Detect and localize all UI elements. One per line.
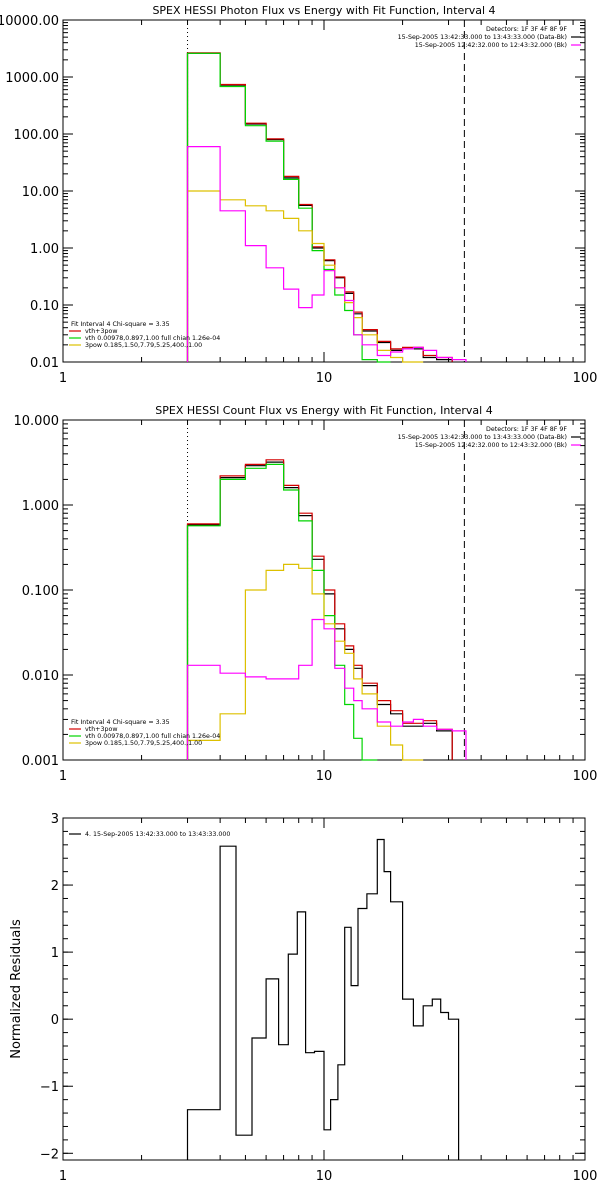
y-tick-label: 2 [51, 879, 59, 894]
y-tick-label: 0.010 [22, 669, 59, 684]
chart-residuals: 1 10 100 −2 −1 0 1 2 3 Normalized Residuals 4. 15-… [9, 812, 597, 1184]
series-data-bk-line [186, 461, 453, 760]
series-3pow-line [186, 563, 424, 761]
x-tick-label: 10 [316, 769, 333, 784]
y-tick-label: 1 [51, 946, 59, 961]
plot-frame [62, 19, 586, 363]
x-tick-label: 100 [573, 769, 598, 784]
y-tick-label: 10.000 [14, 414, 60, 429]
x-tick-label: 1 [59, 769, 67, 784]
y-tick-label: 0.10 [30, 299, 59, 314]
y-tick-label: 1000.00 [5, 71, 59, 86]
series-data-bk-line [186, 52, 453, 362]
x-tick-label: 1 [59, 1169, 67, 1184]
legend-entry: 3pow 0.185,1.50,7.79,5.25,400.,1.00 [85, 740, 202, 747]
info-line: Detectors: 1F 3F 4F 8F 9F [486, 426, 567, 433]
legend-entry: 3pow 0.185,1.50,7.79,5.25,400.,1.00 [85, 342, 202, 349]
y-tick-label: 10.00 [22, 185, 59, 200]
legend-entry: Fit Interval 4 Chi-square = 3.35 [71, 321, 170, 328]
x-tick-label: 1 [59, 371, 67, 386]
legend-entry: vth+3pow [85, 726, 117, 733]
info-line: 15-Sep-2005 12:42:32.000 to 12:43:32.000… [415, 442, 567, 449]
y-tick-label: 3 [51, 812, 59, 827]
series-vth-3pow-line [186, 459, 453, 760]
y-tick-label: 10000.00 [0, 14, 59, 29]
legend-entry: vth 0.00978,0.897,1.00 full chian 1.26e-… [85, 733, 220, 740]
x-tick-label: 10 [316, 371, 333, 386]
series-3pow-line [186, 190, 424, 363]
chart-photon: SPEX HESSI Photon Flux vs Energy with Fi… [0, 4, 597, 386]
x-tick-label: 100 [573, 371, 598, 386]
series-vth-line [186, 463, 378, 761]
legend-entry: 4. 15-Sep-2005 13:42:33.000 to 13:43:33.… [85, 831, 230, 838]
y-axis-label: Normalized Residuals [9, 919, 24, 1059]
series-bk-line [186, 146, 467, 362]
x-tick-label: 10 [316, 1169, 333, 1184]
legend-entry: vth 0.00978,0.897,1.00 full chian 1.26e-… [85, 335, 220, 342]
series-vth-line [186, 52, 391, 363]
info-line: Detectors: 1F 3F 4F 8F 9F [486, 26, 567, 33]
series-4-15-sep-2005-13-42-33-000-to-13-43-33-000-line [186, 838, 460, 1160]
info-line: 15-Sep-2005 12:42:32.000 to 12:43:32.000… [415, 42, 567, 49]
y-tick-label: 1.000 [22, 499, 59, 514]
y-tick-label: −2 [40, 1147, 59, 1162]
info-line: 15-Sep-2005 13:42:33.000 to 13:43:33.000… [398, 34, 567, 41]
y-tick-label: 0.100 [22, 584, 59, 599]
chart-title: SPEX HESSI Photon Flux vs Energy with Fi… [152, 4, 495, 17]
legend-entry: Fit Interval 4 Chi-square = 3.35 [71, 719, 170, 726]
series-bk-line [186, 618, 467, 760]
y-tick-label: −1 [40, 1080, 59, 1095]
legend-entry: vth+3pow [85, 328, 117, 335]
y-tick-label: 0 [51, 1013, 59, 1028]
y-tick-label: 0.001 [22, 754, 59, 769]
series-vth-3pow-line [186, 52, 453, 362]
y-tick-label: 100.00 [14, 128, 60, 143]
chart-count: SPEX HESSI Count Flux vs Energy with Fit… [14, 404, 598, 784]
info-line: 15-Sep-2005 13:42:33.000 to 13:43:33.000… [398, 434, 567, 441]
chart-title: SPEX HESSI Count Flux vs Energy with Fit… [155, 404, 492, 417]
x-tick-label: 100 [573, 1169, 598, 1184]
y-tick-label: 1.00 [30, 242, 59, 257]
y-tick-label: 0.01 [30, 356, 59, 371]
